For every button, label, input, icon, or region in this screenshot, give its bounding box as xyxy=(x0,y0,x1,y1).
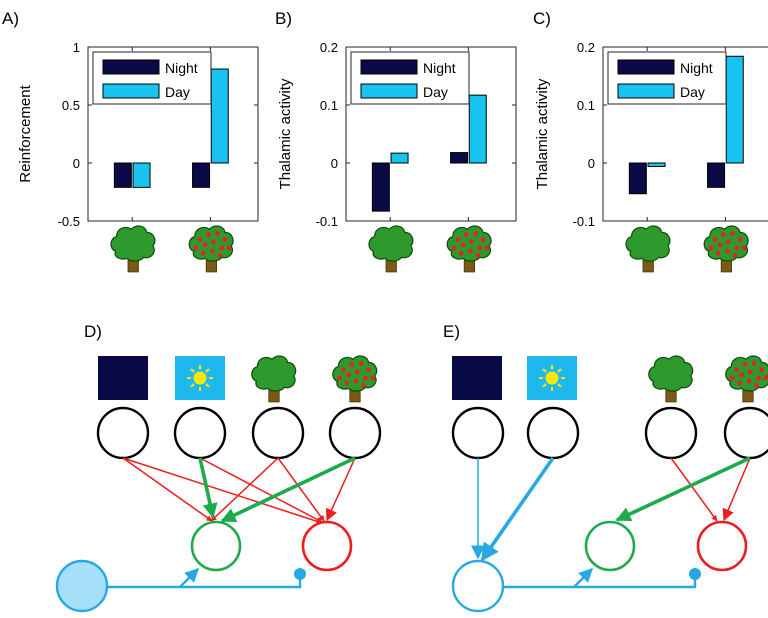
y-tick-label: 0.1 xyxy=(320,98,338,113)
plot-frame xyxy=(345,46,517,222)
y-tick-label: 0.2 xyxy=(577,40,595,55)
legend-label-night: Night xyxy=(423,60,456,76)
bar-night-tree xyxy=(371,162,390,212)
modulator-neuron xyxy=(55,559,109,613)
bar-day-tree xyxy=(647,162,666,167)
conn-day-to-red xyxy=(199,457,323,523)
bar-day-fruit-tree xyxy=(468,94,487,164)
plot-frame xyxy=(87,46,259,222)
legend-swatch-day xyxy=(617,83,675,99)
modulator-path xyxy=(503,578,697,589)
tree-neuron xyxy=(251,406,305,460)
conn-fruit-to-red xyxy=(722,457,751,522)
day-icon xyxy=(175,356,225,400)
modulator-to-green xyxy=(573,568,593,588)
bar-night-tree xyxy=(628,162,647,195)
conn-day-to-modulator xyxy=(480,456,555,562)
legend-label-night: Night xyxy=(680,60,713,76)
conn-night-to-red xyxy=(122,457,323,525)
legend-swatch-day xyxy=(102,83,160,99)
fruit-tree-neuron xyxy=(328,406,382,460)
chart-3: C) Thalamic activity -0.1 0 0.1 0.2 Night Day xyxy=(533,9,768,273)
modulator-to-red-synapse xyxy=(294,568,306,580)
y-tick-label: 0 xyxy=(331,156,338,171)
y-tick-label: -0.5 xyxy=(58,214,80,229)
legend-label-day: Day xyxy=(423,84,448,100)
green-neuron xyxy=(190,520,242,572)
green-neuron xyxy=(584,520,636,572)
bar-night-fruit-tree xyxy=(450,152,469,164)
bar-night-fruit-tree xyxy=(192,162,211,188)
bar-night-fruit-tree xyxy=(707,162,726,188)
red-neuron xyxy=(301,520,353,572)
fruit-tree-icon xyxy=(332,355,378,403)
fruit-tree-icon xyxy=(703,225,749,273)
night-icon xyxy=(452,356,502,400)
y-tick-label: 0 xyxy=(73,156,80,171)
conn-day-to-green xyxy=(198,457,218,519)
legend-swatch-day xyxy=(360,83,418,99)
bar-day-tree xyxy=(132,162,151,188)
fruit-tree-icon xyxy=(446,225,492,273)
conn-tree-to-red xyxy=(670,457,718,522)
night-neuron xyxy=(96,406,150,460)
conn-night-to-green xyxy=(122,457,213,522)
y-tick-label: -0.1 xyxy=(316,214,338,229)
chart-3-label: C) xyxy=(533,9,551,28)
conn-tree-to-red xyxy=(277,457,325,522)
diagram-e-label: E) xyxy=(443,322,460,341)
chart-2-label: B) xyxy=(275,9,292,28)
legend-label-night: Night xyxy=(165,60,198,76)
modulator-to-green xyxy=(179,568,199,588)
y-tick-label: 1 xyxy=(73,40,80,55)
tree-icon xyxy=(368,225,414,273)
bar-day-tree xyxy=(390,152,409,164)
modulator-path xyxy=(107,578,302,589)
tree-icon xyxy=(625,225,671,273)
day-icon xyxy=(527,356,577,400)
chart-2: B) Thalamic activity -0.1 0 0.1 0.2 Night Day xyxy=(275,9,517,273)
conn-fruit-to-green xyxy=(615,456,751,522)
plot-frame xyxy=(602,46,768,222)
y-tick-label: 0.5 xyxy=(62,98,80,113)
y-axis-label: Thalamic activity xyxy=(534,78,551,189)
diagram-e: E) xyxy=(443,322,768,613)
tree-neuron xyxy=(644,406,698,460)
y-axis-label: Reinforcement xyxy=(17,84,34,182)
tree-icon xyxy=(110,225,156,273)
fruit-tree-icon xyxy=(188,225,234,273)
day-neuron xyxy=(173,406,227,460)
bar-day-fruit-tree xyxy=(210,68,229,164)
night-icon xyxy=(98,356,148,400)
modulator-to-red-synapse xyxy=(689,568,701,580)
legend-swatch-night xyxy=(617,59,675,75)
bar-charts: A) Reinforcement -0.5 0 0.5 1 Night Day B) Thalam… xyxy=(2,9,768,273)
bar-day-fruit-tree xyxy=(725,55,744,164)
diagram-d: D) xyxy=(55,322,382,613)
fruit-tree-icon xyxy=(725,355,768,403)
tree-icon xyxy=(648,355,694,403)
diagram-d-label: D) xyxy=(84,322,102,341)
night-neuron xyxy=(451,406,505,460)
y-tick-label: 0.2 xyxy=(320,40,338,55)
conn-fruit-to-green xyxy=(220,456,356,523)
y-tick-label: 0 xyxy=(588,156,595,171)
legend-swatch-night xyxy=(360,59,418,75)
conn-fruit-to-red xyxy=(325,457,356,522)
modulator-neuron xyxy=(451,559,505,613)
chart-1-label: A) xyxy=(2,9,19,28)
y-axis-label: Thalamic activity xyxy=(277,78,294,189)
red-neuron xyxy=(696,520,748,572)
y-tick-label: 0.1 xyxy=(577,98,595,113)
legend-label-day: Day xyxy=(680,84,705,100)
tree-icon xyxy=(251,355,297,403)
y-tick-label: -0.1 xyxy=(573,214,595,229)
legend-label-day: Day xyxy=(165,84,190,100)
chart-1: A) Reinforcement -0.5 0 0.5 1 Night Day xyxy=(2,9,259,273)
bar-night-tree xyxy=(113,162,132,188)
day-neuron xyxy=(526,406,580,460)
legend-swatch-night xyxy=(102,59,160,75)
fruit-tree-neuron xyxy=(723,406,768,460)
